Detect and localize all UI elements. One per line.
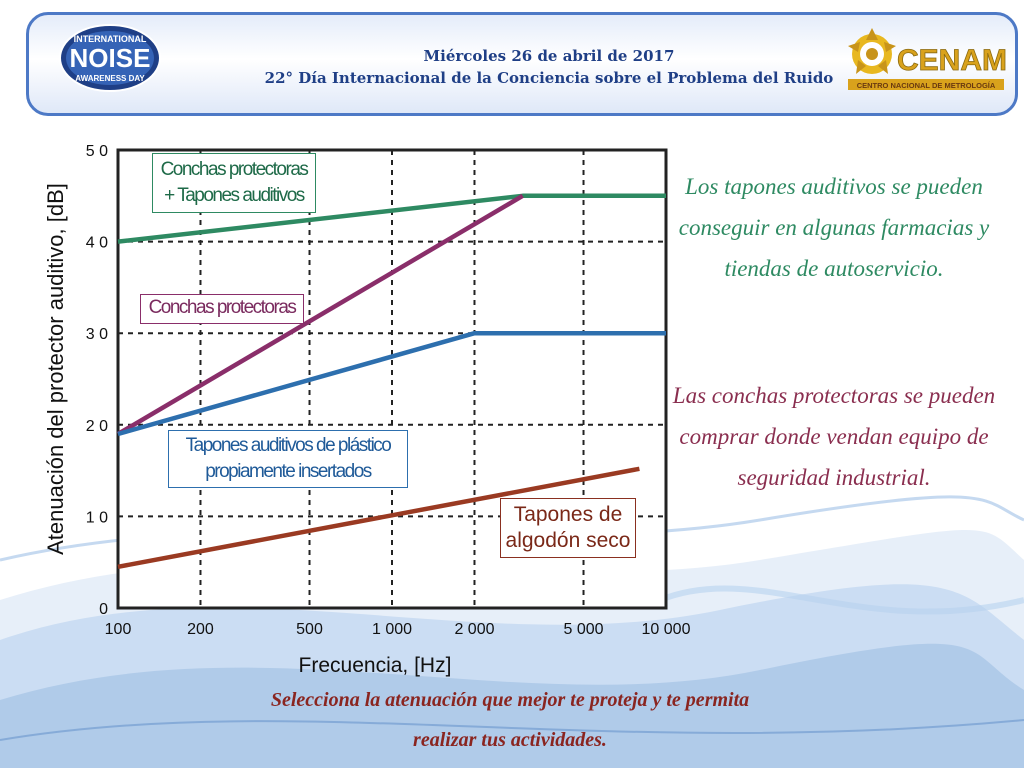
- series-label-algodon: Tapones de algodón seco: [500, 498, 636, 558]
- x-tick-label: 2 000: [454, 621, 494, 638]
- series-label-tapones-line1: Tapones auditivos de plástico: [185, 435, 392, 456]
- event-subtitle: 22° Día Internacional de la Conciencia s…: [264, 69, 834, 87]
- header-banner: Miércoles 26 de abril de 2017 22° Día In…: [26, 12, 1018, 116]
- logo-left-line1: INTERNATIONAL: [74, 34, 147, 44]
- logo-left-line3: AWARENESS DAY: [75, 74, 145, 83]
- series-label-algodon-line1: Tapones de: [513, 503, 623, 526]
- series-label-combo: Conchas protectoras + Tapones auditivos: [152, 153, 316, 213]
- x-axis-label: Frecuencia, [Hz]: [299, 654, 452, 677]
- series-label-tapones-line2: propiamente insertados: [205, 461, 372, 482]
- series-line-tapones_plastico: [117, 330, 666, 437]
- footer-line1: Selecciona la atenuación que mejor te pr…: [270, 689, 750, 711]
- series-label-combo-line1: Conchas protectoras: [160, 159, 309, 180]
- y-axis-label: Atenuación del protector auditivo, [dB]: [43, 183, 68, 555]
- series-label-conchas: Conchas protectoras: [140, 294, 304, 324]
- series-label-conchas-line1: Conchas protectoras: [148, 297, 297, 318]
- x-tick-label: 5 000: [563, 621, 603, 638]
- series-line-conchas: [116, 193, 524, 436]
- y-tick-label: 5 0: [86, 143, 108, 160]
- noise-awareness-day-logo: INTERNATIONAL NOISE AWARENESS DAY: [59, 24, 161, 92]
- y-tick-label: 3 0: [86, 326, 108, 343]
- y-tick-label: 2 0: [86, 418, 108, 435]
- cenam-name: CENAM: [897, 44, 1007, 77]
- y-tick-label: 1 0: [86, 509, 108, 526]
- x-tick-label: 500: [296, 621, 323, 638]
- footer-advice: Selecciona la atenuación que mejor te pr…: [150, 680, 870, 760]
- plot-frame: [116, 148, 668, 610]
- series-label-algodon-line2: algodón seco: [505, 529, 631, 552]
- earmuffs-info-text: Las conchas protectoras se pueden compra…: [672, 383, 996, 490]
- x-tick-label: 10 000: [642, 621, 691, 638]
- cenam-tagline: CENTRO NACIONAL DE METROLOGÍA: [857, 81, 996, 90]
- header-text: Miércoles 26 de abril de 2017 22° Día In…: [209, 45, 889, 89]
- x-tick-label: 200: [187, 621, 214, 638]
- footer-line2: realizar tus actividades.: [413, 729, 607, 751]
- x-tick-label: 100: [105, 621, 132, 638]
- chart-series: [116, 193, 666, 570]
- earplugs-info-text: Los tapones auditivos se pueden consegui…: [678, 174, 990, 281]
- y-tick-label: 0: [99, 601, 108, 618]
- x-tick-label: 1 000: [372, 621, 412, 638]
- cenam-emblem-icon: [848, 28, 896, 74]
- event-date: Miércoles 26 de abril de 2017: [423, 47, 675, 65]
- y-axis-ticks: 0 1 0 2 0 3 0 4 0 5 0: [86, 143, 108, 618]
- cenam-logo: CENAM CENTRO NACIONAL DE METROLOGÍA: [848, 28, 1007, 90]
- y-tick-label: 4 0: [86, 235, 108, 252]
- logo-left-line2: NOISE: [70, 43, 151, 73]
- series-line-algodon: [117, 466, 640, 570]
- series-label-tapones-plastico: Tapones auditivos de plástico propiament…: [168, 430, 408, 488]
- series-label-combo-line2: + Tapones auditivos: [164, 185, 305, 206]
- x-axis-ticks: 100 200 500 1 000 2 000 5 000 10 000: [105, 621, 691, 638]
